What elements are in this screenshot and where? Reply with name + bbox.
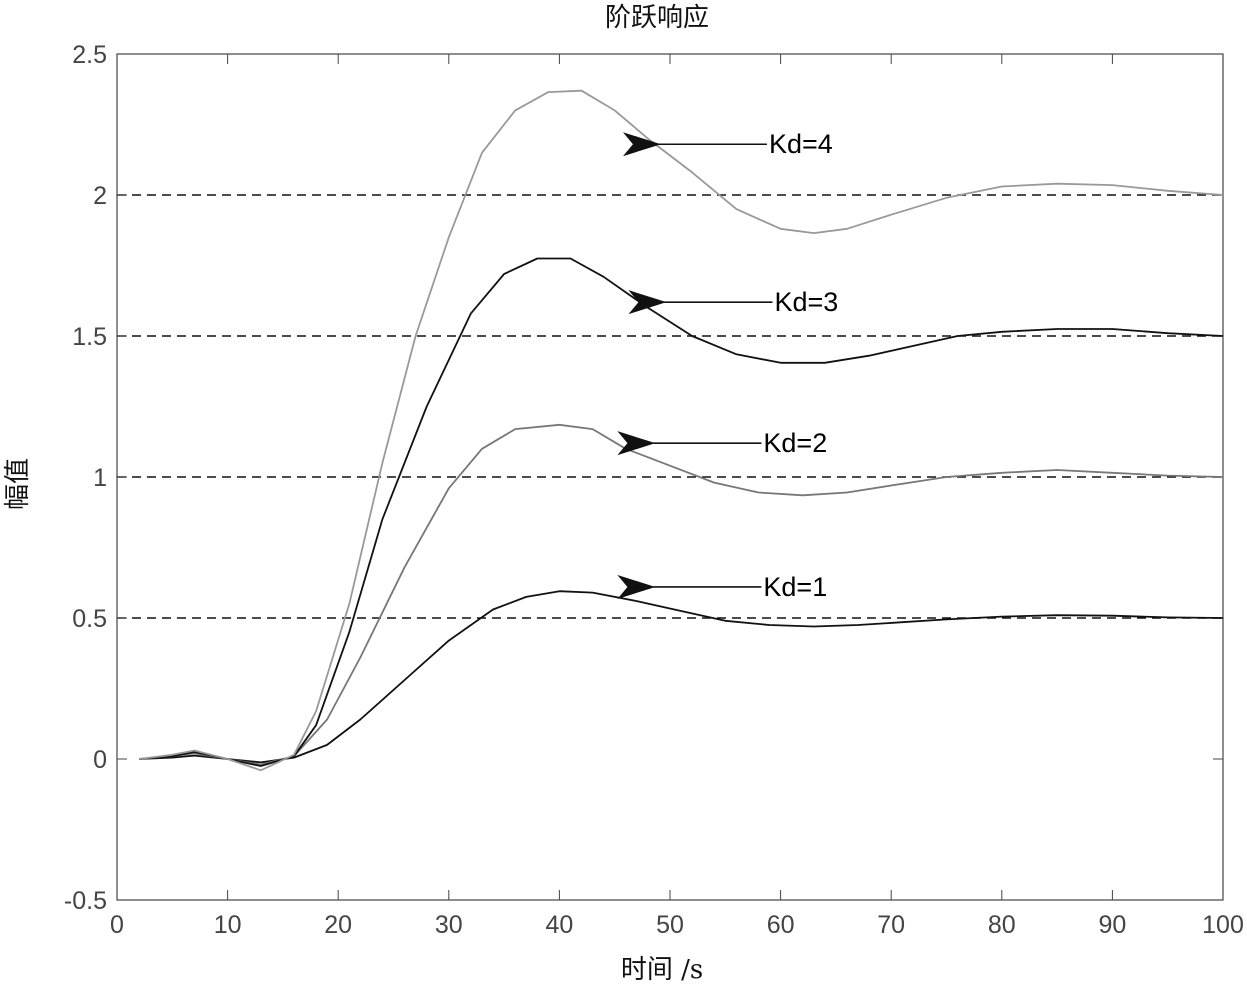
annotation-label-kd-3: Kd=3 [774, 287, 838, 317]
x-tick-label: 90 [1098, 911, 1126, 939]
y-tick-label: 2.5 [72, 41, 107, 69]
annotation-label-kd-1: Kd=1 [763, 572, 827, 602]
annotation-layer: Kd=4 Kd=3 Kd=2 Kd=1 [617, 129, 838, 602]
annotation-label-kd-4: Kd=4 [769, 129, 833, 159]
annotation-label-kd-2: Kd=2 [763, 428, 827, 458]
x-tick-label: 40 [545, 911, 573, 939]
x-tick-label: 100 [1202, 911, 1244, 939]
y-tick-label: 0.5 [72, 605, 107, 633]
reference-lines [117, 194, 1223, 619]
x-tick-label: 20 [324, 911, 352, 939]
y-tick-label: 1 [93, 464, 107, 492]
series-line-kd-4 [138, 89, 1224, 772]
x-tick-label: 60 [767, 911, 795, 939]
x-tick-label: 30 [435, 911, 463, 939]
chart-title: 阶跃响应 [605, 3, 709, 33]
x-axis-label: 时间 /s [621, 955, 703, 985]
x-tick-label: 50 [656, 911, 684, 939]
axis-ticks: 0 10 20 30 40 50 60 70 80 90 100-0.500.511.522.5 [64, 41, 1244, 939]
y-tick-label: 1.5 [72, 323, 107, 351]
y-tick-label: 2 [93, 182, 107, 210]
y-axis-label: 幅值 [3, 458, 33, 510]
x-tick-label: 0 [110, 911, 124, 939]
x-tick-label: 10 [214, 911, 242, 939]
y-tick-label: -0.5 [64, 887, 107, 915]
series-line-kd-3 [139, 257, 1224, 767]
y-tick-label: 0 [93, 746, 107, 774]
series-line-kd-1 [139, 590, 1224, 764]
series-layer [138, 89, 1224, 772]
x-tick-label: 80 [988, 911, 1016, 939]
x-tick-label: 70 [877, 911, 905, 939]
series-line-kd-2 [139, 423, 1224, 766]
